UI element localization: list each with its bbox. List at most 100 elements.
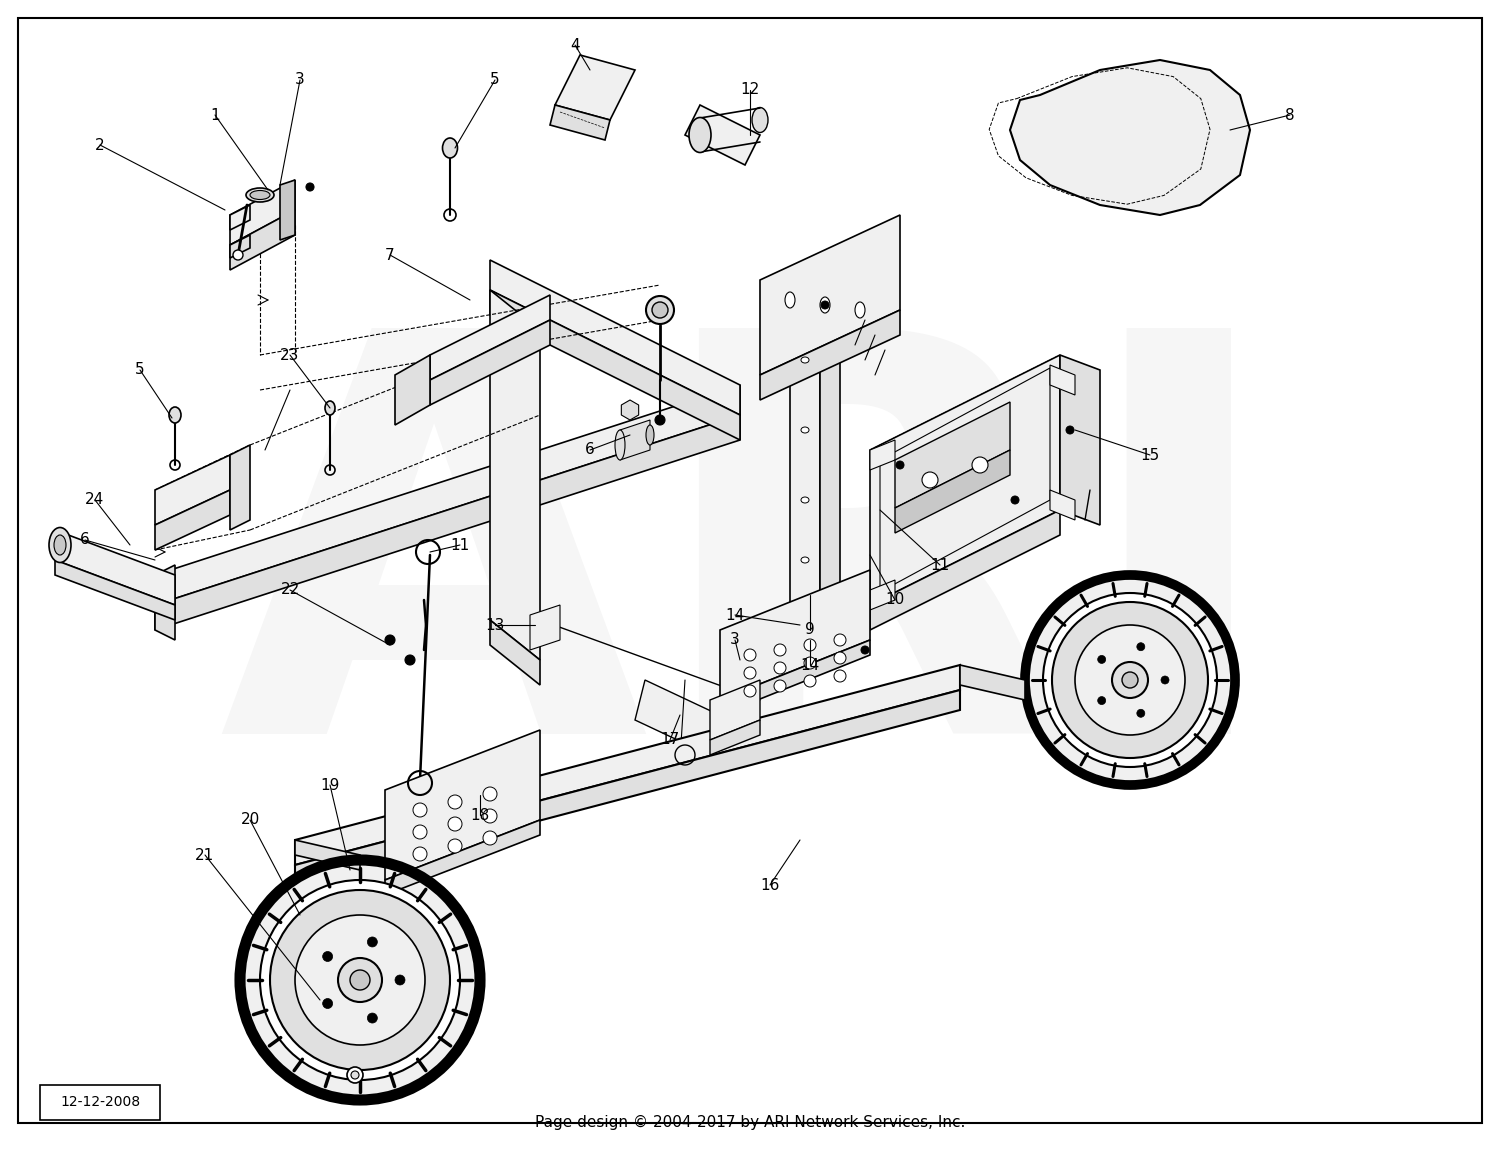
Polygon shape (386, 821, 540, 895)
Text: 3: 3 (296, 73, 304, 87)
Polygon shape (490, 290, 740, 440)
Polygon shape (870, 355, 1060, 605)
Polygon shape (960, 665, 1024, 700)
Polygon shape (296, 840, 360, 870)
Circle shape (244, 865, 476, 1095)
Polygon shape (1050, 490, 1076, 520)
Circle shape (260, 880, 460, 1080)
Ellipse shape (801, 427, 808, 433)
Circle shape (351, 1071, 358, 1079)
Polygon shape (154, 564, 176, 640)
Polygon shape (634, 680, 730, 760)
Polygon shape (555, 54, 634, 121)
Polygon shape (530, 605, 560, 650)
Circle shape (804, 639, 816, 651)
Polygon shape (720, 640, 870, 715)
Ellipse shape (251, 190, 270, 199)
Polygon shape (1060, 355, 1100, 525)
Circle shape (350, 970, 370, 990)
Text: 14: 14 (726, 607, 744, 622)
Polygon shape (280, 180, 296, 240)
Ellipse shape (801, 357, 808, 363)
Text: 9: 9 (806, 622, 814, 637)
Circle shape (394, 975, 405, 985)
Circle shape (413, 803, 428, 817)
Polygon shape (154, 385, 740, 605)
Circle shape (1042, 593, 1217, 767)
Circle shape (1098, 656, 1106, 663)
Circle shape (656, 415, 664, 425)
Text: 1: 1 (210, 108, 220, 123)
Circle shape (448, 795, 462, 809)
Circle shape (744, 685, 756, 697)
Text: 15: 15 (1140, 447, 1160, 462)
Circle shape (744, 649, 756, 661)
Polygon shape (230, 180, 296, 245)
Text: 12: 12 (741, 82, 759, 97)
Circle shape (413, 825, 428, 839)
Ellipse shape (170, 407, 182, 423)
Circle shape (744, 666, 756, 679)
Polygon shape (790, 300, 820, 635)
Circle shape (368, 1013, 378, 1023)
Text: 10: 10 (885, 592, 904, 607)
Text: 4: 4 (570, 37, 580, 52)
Polygon shape (490, 620, 540, 685)
Ellipse shape (615, 430, 626, 460)
Polygon shape (230, 210, 296, 270)
Polygon shape (230, 205, 251, 229)
Circle shape (1076, 625, 1185, 735)
Text: 7: 7 (386, 248, 394, 262)
Polygon shape (154, 490, 230, 551)
Polygon shape (56, 560, 176, 620)
Text: ARI: ARI (217, 311, 1282, 850)
Circle shape (232, 250, 243, 260)
Circle shape (322, 999, 333, 1008)
Ellipse shape (855, 302, 865, 318)
Text: 11: 11 (930, 557, 950, 573)
Text: 19: 19 (321, 778, 339, 793)
Circle shape (405, 655, 416, 665)
Circle shape (1112, 662, 1148, 698)
Circle shape (338, 958, 382, 1003)
Ellipse shape (821, 297, 830, 313)
Polygon shape (394, 355, 430, 425)
Text: 5: 5 (135, 363, 146, 378)
Ellipse shape (688, 117, 711, 153)
Text: 6: 6 (585, 443, 596, 458)
Circle shape (804, 657, 816, 669)
Circle shape (1030, 580, 1230, 780)
Polygon shape (620, 420, 650, 460)
Circle shape (322, 952, 333, 962)
Polygon shape (686, 105, 760, 165)
Text: 2: 2 (94, 138, 105, 153)
Circle shape (483, 809, 496, 823)
Circle shape (448, 839, 462, 853)
Bar (40, 1085, 160, 1120)
Polygon shape (621, 400, 639, 420)
Circle shape (306, 183, 314, 191)
Text: 24: 24 (86, 493, 105, 508)
Text: 20: 20 (240, 812, 260, 828)
Circle shape (1098, 697, 1106, 705)
Polygon shape (870, 580, 895, 610)
Polygon shape (1050, 365, 1076, 395)
Circle shape (1161, 676, 1168, 684)
Polygon shape (720, 570, 870, 700)
Ellipse shape (54, 535, 66, 555)
Polygon shape (870, 510, 1060, 630)
Polygon shape (896, 450, 1010, 533)
Text: 11: 11 (450, 538, 470, 553)
Circle shape (834, 653, 846, 664)
Text: 18: 18 (471, 808, 489, 823)
Circle shape (652, 302, 668, 318)
Circle shape (1052, 602, 1208, 758)
Text: 8: 8 (1286, 108, 1294, 123)
Ellipse shape (801, 557, 808, 563)
Polygon shape (430, 296, 550, 380)
Text: 21: 21 (195, 847, 214, 862)
Ellipse shape (50, 527, 70, 562)
Polygon shape (760, 216, 900, 376)
Polygon shape (154, 415, 740, 630)
Text: 17: 17 (660, 732, 680, 748)
